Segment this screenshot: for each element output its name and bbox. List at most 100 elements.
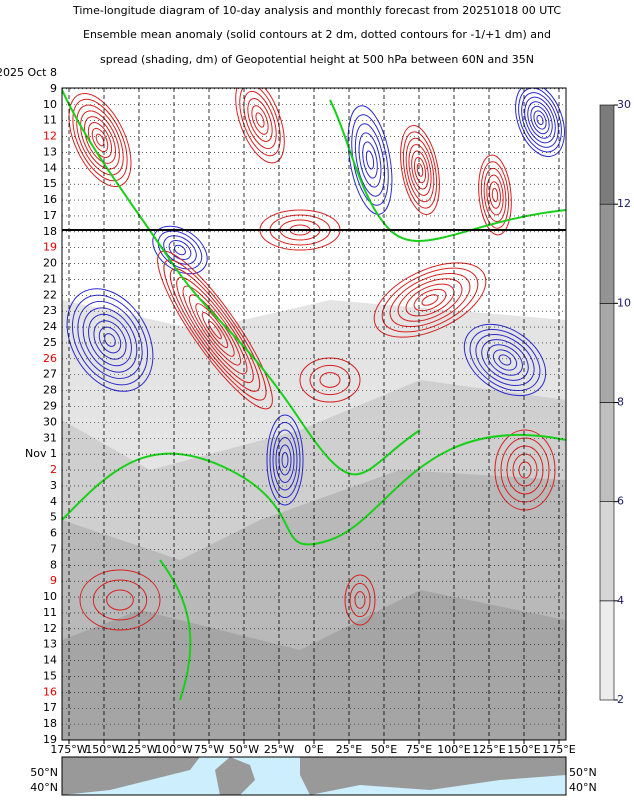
contour-line — [72, 98, 128, 182]
contour-line — [489, 181, 501, 209]
colorbar-label: 4 — [617, 594, 624, 607]
y-tick-label: 12 — [43, 130, 57, 143]
x-tick-label: 125°W — [120, 743, 157, 756]
land — [300, 757, 566, 795]
y-tick-label: 22 — [43, 288, 57, 301]
y-tick-label: 29 — [43, 400, 57, 413]
map-lat-label: 40°N — [30, 781, 58, 794]
contour-line — [347, 105, 393, 215]
contour-line — [76, 104, 124, 176]
y-tick-label: 9 — [50, 574, 57, 587]
contour-line — [182, 285, 248, 375]
y-tick-label: 31 — [43, 431, 57, 444]
colorbar-label: 8 — [617, 396, 624, 409]
contour-line — [475, 334, 535, 386]
contour-line — [486, 174, 504, 216]
y-tick-label: 10 — [43, 98, 57, 111]
contour-line — [518, 88, 562, 153]
contour-line — [463, 323, 547, 397]
contour-line — [381, 267, 479, 333]
x-tick-label: 100°E — [437, 743, 470, 756]
contour-line — [413, 288, 447, 312]
land — [215, 757, 255, 795]
y-tick-label: 12 — [43, 622, 57, 635]
colorbar-band — [599, 600, 615, 701]
title-line: Ensemble mean anomaly (solid contours at… — [83, 28, 551, 41]
zero-contour — [159, 559, 192, 701]
contour-line — [275, 437, 295, 483]
colorbar-band — [599, 501, 615, 602]
y-tick-label: 20 — [43, 257, 57, 270]
contour-line — [106, 589, 134, 611]
contour-line — [174, 244, 186, 256]
contour-line — [500, 437, 550, 503]
grid — [62, 88, 566, 740]
contour-line — [80, 110, 120, 170]
y-tick-label: 17 — [43, 701, 57, 714]
y-tick-label: 17 — [43, 209, 57, 222]
contour-line — [169, 268, 261, 392]
contour-line — [402, 131, 438, 209]
contour-line — [79, 569, 161, 631]
contour-line — [168, 239, 192, 261]
contour-line — [365, 150, 375, 170]
contour-line — [157, 250, 273, 410]
map-lat-label: 50°N — [569, 766, 597, 779]
contour-line — [400, 125, 440, 215]
y-tick-label: 26 — [43, 352, 57, 365]
contour-line — [272, 429, 298, 491]
y-tick-label: 19 — [43, 241, 57, 254]
contour-line — [354, 123, 386, 197]
contour-line — [84, 116, 116, 164]
y-tick-label: 21 — [43, 272, 57, 285]
contour-line — [98, 326, 122, 354]
contour-line — [354, 591, 366, 609]
contour-line — [92, 579, 148, 621]
y-tick-label: 2025 Oct 8 — [0, 66, 57, 79]
y-tick-label: 11 — [43, 606, 57, 619]
contour-line — [71, 294, 149, 386]
contour-line — [362, 141, 378, 179]
y-tick-label: 28 — [43, 384, 57, 397]
contour-line — [413, 156, 427, 184]
colorbar-label: 2 — [617, 693, 624, 706]
x-tick-label: 75°E — [406, 743, 432, 756]
contour-line — [358, 132, 382, 188]
contour-line — [421, 294, 439, 306]
contour-line — [478, 154, 512, 236]
map-lat-label: 40°N — [569, 781, 597, 794]
title-line: spread (shading, dm) of Geopotential hei… — [100, 53, 534, 66]
y-tick-label: 16 — [43, 193, 57, 206]
contour-line — [95, 133, 105, 147]
contour-line — [491, 187, 499, 203]
contour-line — [82, 307, 138, 373]
contour-line — [91, 127, 109, 153]
title-line: Time-longitude diagram of 10-day analysi… — [72, 4, 561, 17]
contour-line — [68, 92, 132, 188]
contour-line — [247, 98, 273, 142]
land — [62, 757, 200, 795]
map-lat-label: 50°N — [30, 766, 58, 779]
contour-line — [533, 110, 547, 130]
zero-contour — [62, 89, 421, 476]
contour-line — [480, 161, 510, 229]
x-tick-label: 50°E — [371, 743, 397, 756]
contour-line — [157, 230, 203, 270]
x-tick-label: 125°E — [472, 743, 505, 756]
y-tick-label: 30 — [43, 415, 57, 428]
contour-line — [527, 101, 553, 139]
contour-line — [524, 96, 556, 144]
y-tick-label: 15 — [43, 669, 57, 682]
colorbar-band — [599, 402, 615, 502]
colorbar-band — [599, 104, 615, 205]
y-tick-label: 8 — [50, 558, 57, 571]
contour-line — [251, 105, 269, 135]
x-tick-label: 175°E — [542, 743, 575, 756]
y-tick-label: 25 — [43, 336, 57, 349]
x-tick-label: 25°E — [336, 743, 362, 756]
contour-line — [266, 414, 304, 506]
contour-line — [498, 354, 512, 366]
y-tick-label: 11 — [43, 114, 57, 127]
colorbar-band — [599, 303, 615, 403]
